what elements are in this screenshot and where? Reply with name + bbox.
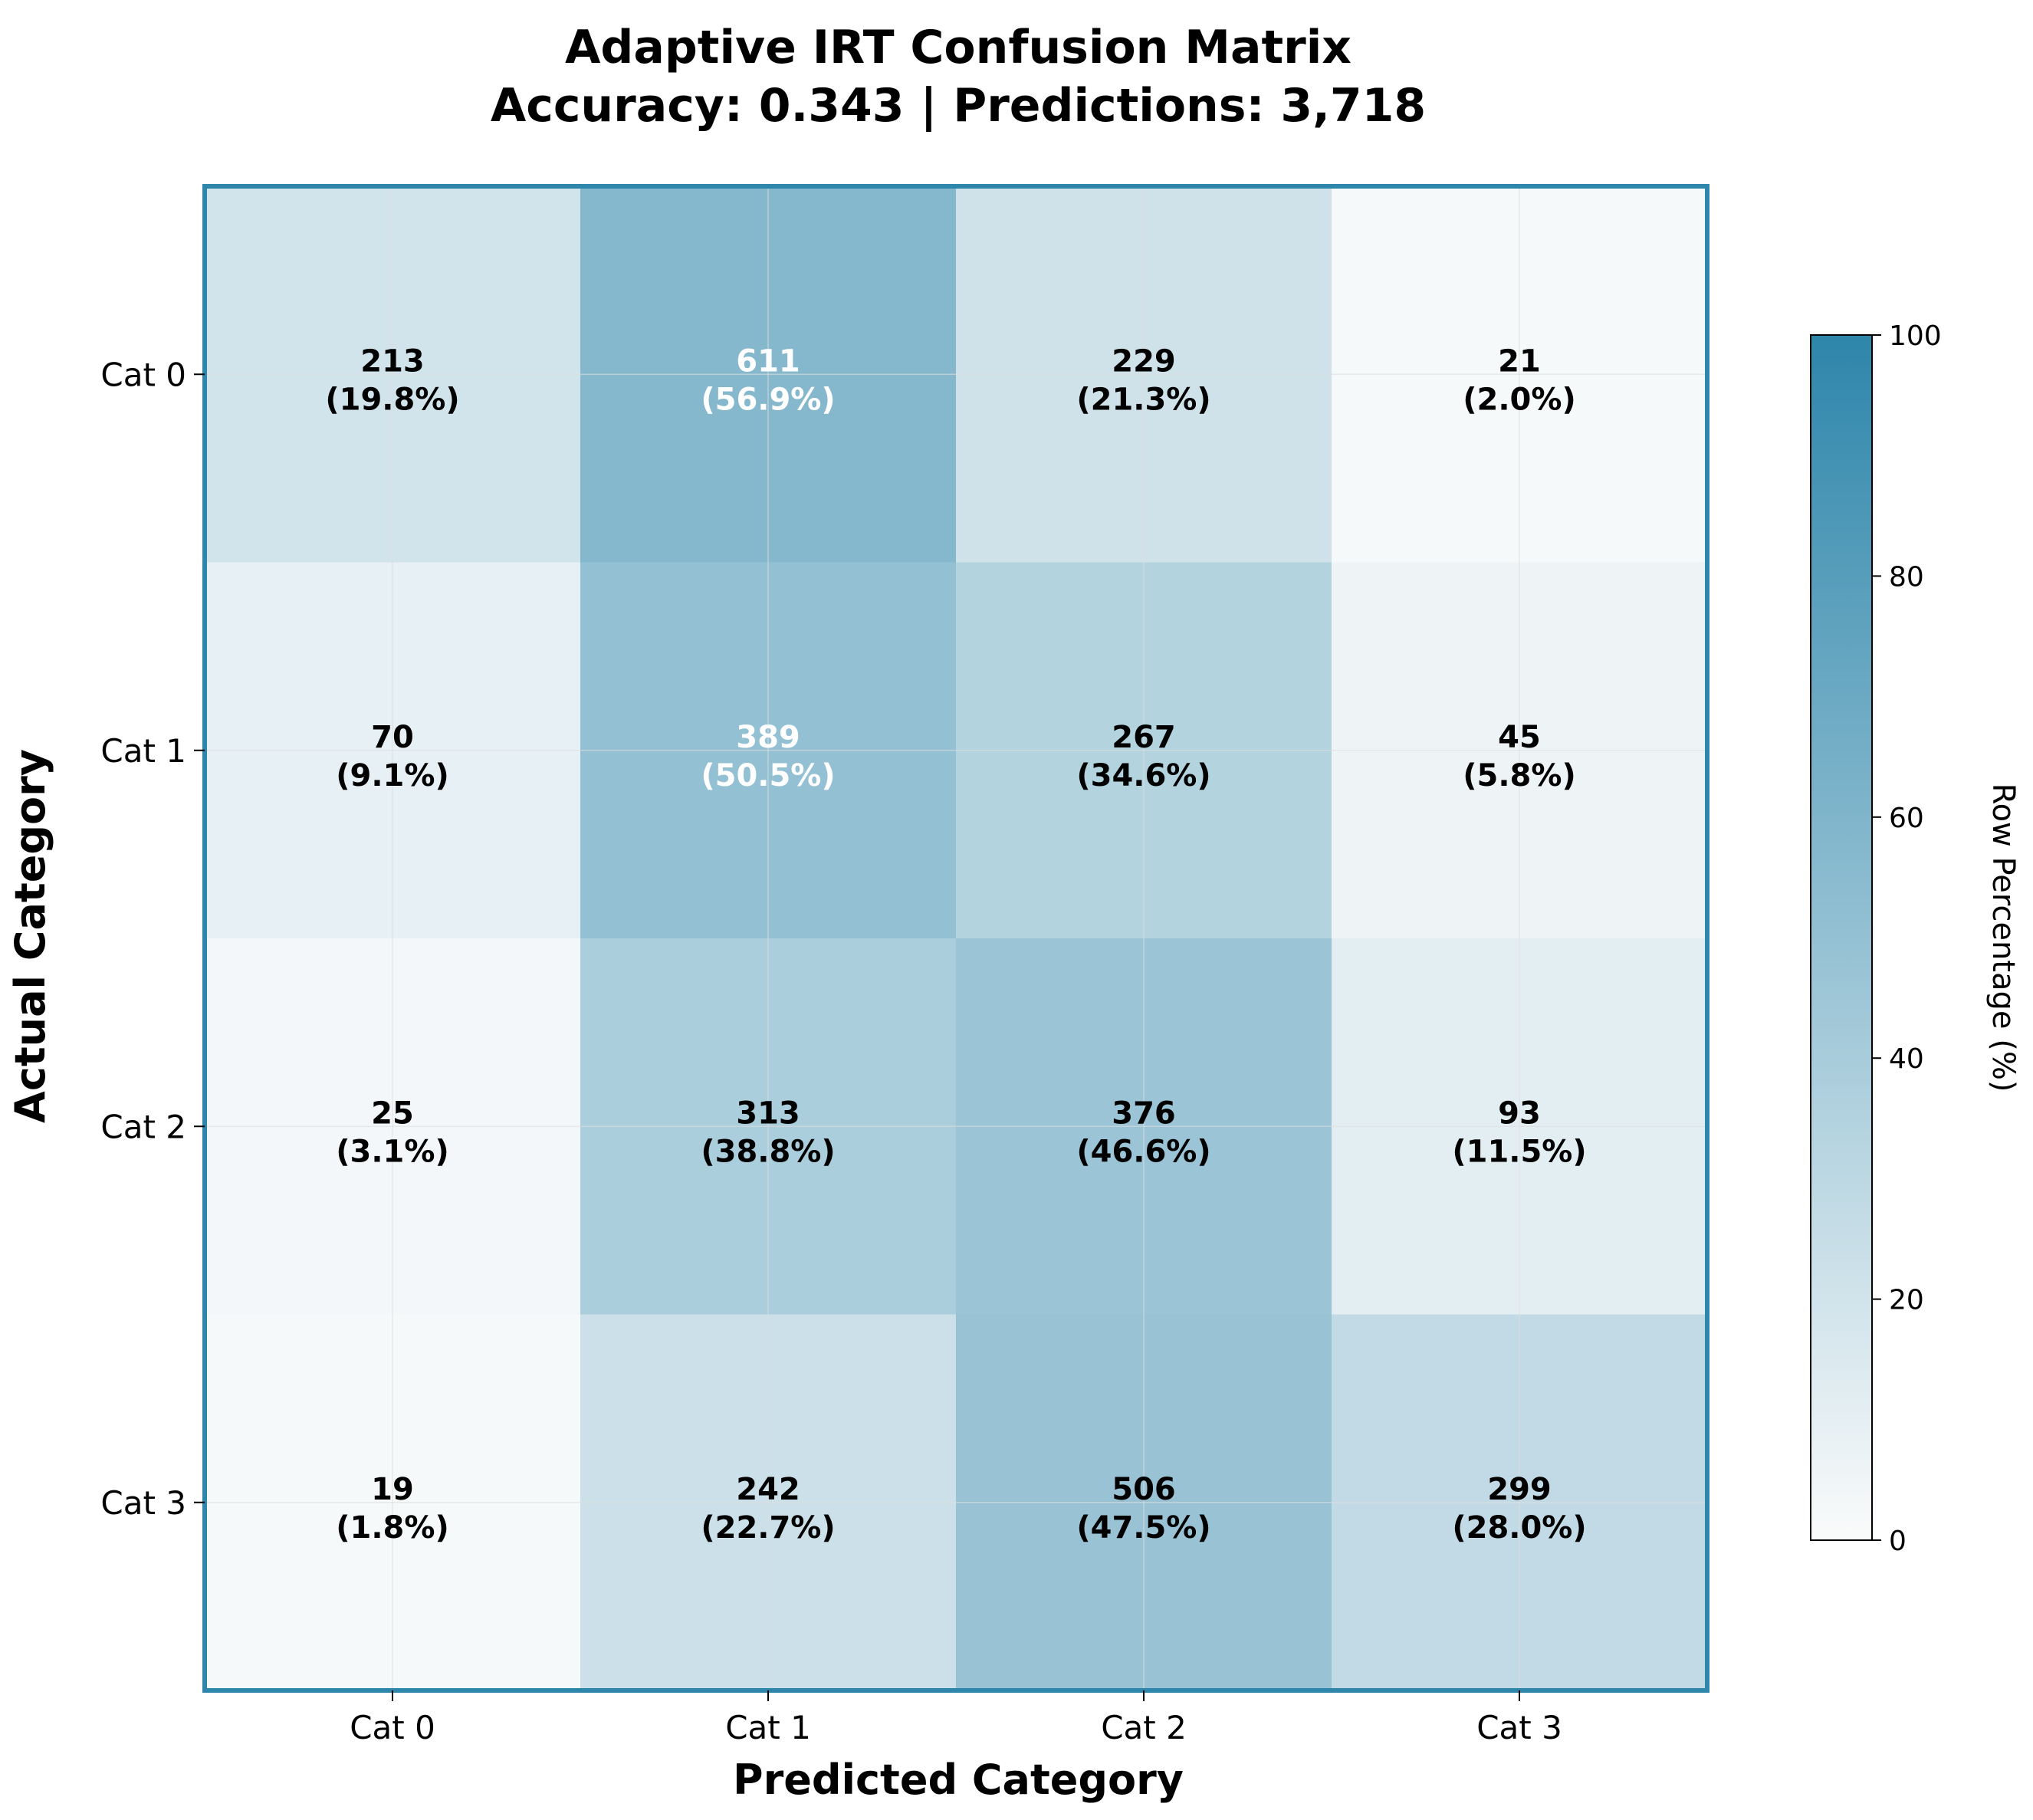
colorbar-label: Row Percentage (%)	[1985, 784, 2021, 1092]
cell-percent-label: (46.6%)	[1076, 1134, 1210, 1169]
cell-count-label: 25	[371, 1096, 414, 1131]
x-axis-label: Predicted Category	[733, 1756, 1184, 1804]
chart-title-line2: Accuracy: 0.343 | Predictions: 3,718	[491, 79, 1426, 133]
cell-count-label: 611	[736, 343, 800, 379]
cell-percent-label: (11.5%)	[1452, 1134, 1586, 1169]
colorbar-tick-label: 80	[1889, 561, 1924, 593]
cell-count-label: 93	[1498, 1096, 1541, 1131]
x-tick-label: Cat 3	[1476, 1709, 1562, 1746]
cell-percent-label: (22.7%)	[701, 1510, 835, 1546]
colorbar: 0 20 40 60 80 100 Row Percentage (%)	[1810, 320, 2021, 1557]
colorbar-tick-label: 40	[1889, 1043, 1924, 1075]
cell-count-label: 19	[371, 1472, 414, 1507]
cell-count-label: 229	[1112, 343, 1176, 379]
colorbar-tick-label: 60	[1889, 803, 1924, 834]
x-tick-label: Cat 2	[1101, 1709, 1187, 1746]
cell-percent-label: (5.8%)	[1463, 758, 1576, 793]
cell-count-label: 267	[1112, 720, 1176, 755]
y-axis-label: Actual Category	[6, 749, 54, 1123]
y-tick-label: Cat 2	[100, 1108, 186, 1145]
y-tick-label: Cat 3	[100, 1484, 186, 1522]
y-axis-ticks: Cat 0 Cat 1 Cat 2 Cat 3	[100, 356, 205, 1522]
cell-percent-label: (1.8%)	[336, 1510, 449, 1546]
cell-percent-label: (56.9%)	[701, 382, 835, 417]
plot-frame	[202, 184, 1709, 1693]
colorbar-tick-label: 100	[1889, 320, 1942, 352]
cell-percent-label: (19.8%)	[325, 382, 459, 417]
y-tick-label: Cat 1	[100, 732, 186, 770]
chart-title-line1: Adaptive IRT Confusion Matrix	[565, 21, 1352, 74]
cell-count-label: 506	[1112, 1472, 1176, 1507]
cell-count-label: 242	[736, 1472, 800, 1507]
x-tick-label: Cat 1	[725, 1709, 811, 1746]
heatmap-gridlines	[205, 186, 1707, 1690]
cell-count-label: 45	[1498, 720, 1541, 755]
cell-count-label: 70	[371, 720, 414, 755]
colorbar-tick-label: 0	[1889, 1526, 1907, 1557]
y-tick-label: Cat 0	[100, 356, 186, 393]
cell-count-label: 389	[736, 720, 800, 755]
cell-percent-label: (28.0%)	[1452, 1510, 1586, 1546]
cell-percent-label: (50.5%)	[701, 758, 835, 793]
colorbar-tick-label: 20	[1889, 1285, 1924, 1316]
cell-percent-label: (47.5%)	[1076, 1510, 1210, 1546]
cell-count-label: 376	[1112, 1096, 1176, 1131]
cell-count-label: 213	[360, 343, 425, 379]
colorbar-ticks: 0 20 40 60 80 100	[1872, 320, 1942, 1557]
cell-percent-label: (34.6%)	[1076, 758, 1210, 793]
cell-count-label: 299	[1487, 1472, 1552, 1507]
cell-count-label: 21	[1498, 343, 1541, 379]
cell-percent-label: (9.1%)	[336, 758, 449, 793]
cell-percent-label: (21.3%)	[1076, 382, 1210, 417]
cell-percent-label: (2.0%)	[1463, 382, 1576, 417]
cell-percent-label: (3.1%)	[336, 1134, 449, 1169]
x-axis-ticks: Cat 0 Cat 1 Cat 2 Cat 3	[350, 1690, 1562, 1746]
heatmap-cell-labels: 213(19.8%) 611(56.9%) 229(21.3%) 21(2.0%) 70…	[325, 343, 1586, 1546]
colorbar-gradient	[1810, 334, 1873, 1541]
x-tick-label: Cat 0	[350, 1709, 435, 1746]
cell-percent-label: (38.8%)	[701, 1134, 835, 1169]
cell-count-label: 313	[736, 1096, 800, 1131]
